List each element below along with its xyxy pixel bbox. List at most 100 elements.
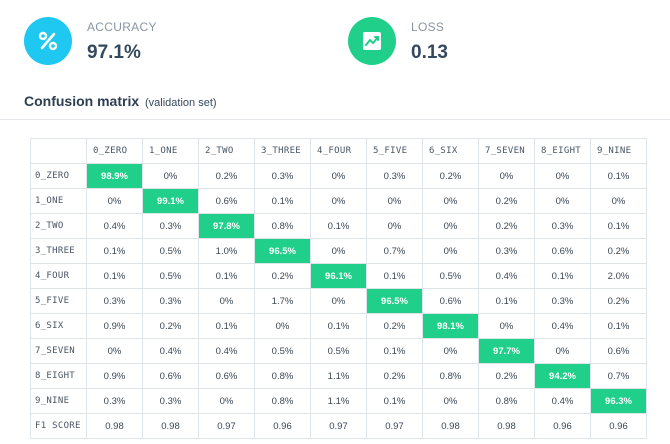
matrix-cell: 0.1% (366, 388, 423, 414)
matrix-cell: 0.1% (86, 263, 143, 289)
diagonal-cell: 94.2% (534, 363, 591, 389)
matrix-cell: 0.6% (142, 363, 199, 389)
matrix-cell: 0.4% (142, 338, 199, 364)
column-header: 9_NINE (590, 138, 647, 164)
diagonal-cell: 96.5% (366, 288, 423, 314)
matrix-cell: 0.9% (86, 313, 143, 339)
diagonal-cell: 98.9% (86, 163, 143, 189)
matrix-cell: 0% (422, 188, 479, 214)
matrix-cell: 0.2% (366, 363, 423, 389)
matrix-cell: 0% (534, 338, 591, 364)
column-header: 3_THREE (254, 138, 311, 164)
column-header: 6_SIX (422, 138, 479, 164)
matrix-cell: 0.7% (590, 363, 647, 389)
matrix-cell: 0.1% (254, 188, 311, 214)
row-header: 3_THREE (30, 238, 87, 264)
matrix-cell: 0.1% (590, 213, 647, 239)
matrix-row: 1_ONE 0% 99.1% 0.6% 0.1% 0% 0% 0% 0.2% 0% 0% (30, 188, 647, 214)
matrix-cell: 0.2% (478, 188, 535, 214)
f1-score-cell: 0.96 (534, 413, 591, 439)
matrix-cell: 0.3% (366, 163, 423, 189)
chart-trend-icon (348, 17, 396, 65)
f1-score-cell: 0.98 (478, 413, 535, 439)
column-header: 7_SEVEN (478, 138, 535, 164)
column-header: 2_TWO (198, 138, 255, 164)
matrix-cell: 0.2% (478, 363, 535, 389)
matrix-cell: 0.9% (86, 363, 143, 389)
matrix-cell: 0.3% (534, 213, 591, 239)
matrix-cell: 0.5% (254, 338, 311, 364)
matrix-cell: 0.8% (422, 363, 479, 389)
matrix-cell: 0.8% (478, 388, 535, 414)
diagonal-cell: 96.1% (310, 263, 367, 289)
matrix-cell: 0.2% (366, 313, 423, 339)
matrix-cell: 0% (422, 238, 479, 264)
matrix-cell: 0.5% (310, 338, 367, 364)
matrix-cell: 0.6% (198, 363, 255, 389)
matrix-cell: 0.8% (254, 213, 311, 239)
matrix-cell: 0% (366, 213, 423, 239)
matrix-cell: 0.1% (86, 238, 143, 264)
matrix-cell: 0.6% (422, 288, 479, 314)
matrix-cell: 0.1% (366, 263, 423, 289)
column-header: 0_ZERO (86, 138, 143, 164)
matrix-cell: 0% (254, 313, 311, 339)
matrix-cell: 0% (310, 288, 367, 314)
matrix-cell: 0% (478, 163, 535, 189)
diagonal-cell: 97.7% (478, 338, 535, 364)
divider (0, 119, 670, 120)
matrix-cell: 0.1% (590, 163, 647, 189)
matrix-cell: 0% (310, 238, 367, 264)
matrix-cell: 0.1% (198, 313, 255, 339)
matrix-cell: 0.3% (254, 163, 311, 189)
matrix-cell: 0.6% (534, 238, 591, 264)
matrix-cell: 0.1% (590, 313, 647, 339)
matrix-cell: 0.2% (590, 288, 647, 314)
matrix-cell: 0% (422, 338, 479, 364)
matrix-cell: 0% (86, 338, 143, 364)
matrix-cell: 0.1% (366, 338, 423, 364)
matrix-cell: 0% (590, 188, 647, 214)
row-header: 0_ZERO (30, 163, 87, 189)
f1-score-cell: 0.98 (142, 413, 199, 439)
matrix-cell: 0.1% (310, 313, 367, 339)
matrix-cell: 0.4% (534, 313, 591, 339)
confusion-matrix-table: 0_ZERO 1_ONE 2_TWO 3_THREE 4_FOUR 5_FIVE 6_SIX… (30, 138, 647, 439)
matrix-cell: 0.4% (534, 388, 591, 414)
matrix-cell: 0% (142, 163, 199, 189)
matrix-row: 6_SIX 0.9% 0.2% 0.1% 0% 0.1% 0.2% 98.1% 0% 0.4% 0.… (30, 313, 647, 339)
percent-icon (24, 17, 72, 65)
matrix-cell: 0% (422, 388, 479, 414)
accuracy-value: 97.1% (87, 42, 141, 63)
f1-score-cell: 0.96 (590, 413, 647, 439)
matrix-cell: 1.0% (198, 238, 255, 264)
row-header: 8_EIGHT (30, 363, 87, 389)
f1-score-row: F1 SCORE 0.98 0.98 0.97 0.96 0.97 0.97 0.98 0.98… (30, 413, 647, 439)
matrix-cell: 0.2% (422, 163, 479, 189)
matrix-cell: 0.6% (590, 338, 647, 364)
f1-score-cell: 0.96 (254, 413, 311, 439)
matrix-cell: 0% (366, 188, 423, 214)
accuracy-label: ACCURACY (87, 20, 157, 34)
matrix-cell: 0.3% (142, 288, 199, 314)
diagonal-cell: 97.8% (198, 213, 255, 239)
matrix-cell: 0.2% (590, 238, 647, 264)
diagonal-cell: 96.3% (590, 388, 647, 414)
f1-score-cell: 0.97 (366, 413, 423, 439)
matrix-cell: 0.3% (86, 388, 143, 414)
loss-metric: LOSS 0.13 (348, 17, 448, 65)
matrix-cell: 0.3% (534, 288, 591, 314)
f1-score-cell: 0.98 (86, 413, 143, 439)
confusion-title: Confusion matrix (24, 93, 140, 109)
matrix-cell: 0.6% (198, 188, 255, 214)
matrix-row: 4_FOUR 0.1% 0.5% 0.1% 0.2% 96.1% 0.1% 0.5% 0.4% 0… (30, 263, 647, 289)
corner-cell (30, 138, 87, 164)
matrix-cell: 0.1% (534, 263, 591, 289)
matrix-cell: 0.4% (86, 213, 143, 239)
matrix-cell: 0% (478, 313, 535, 339)
matrix-cell: 0% (534, 188, 591, 214)
f1-score-cell: 0.98 (422, 413, 479, 439)
column-header: 5_FIVE (366, 138, 423, 164)
matrix-cell: 0.1% (198, 263, 255, 289)
matrix-cell: 0.2% (254, 263, 311, 289)
